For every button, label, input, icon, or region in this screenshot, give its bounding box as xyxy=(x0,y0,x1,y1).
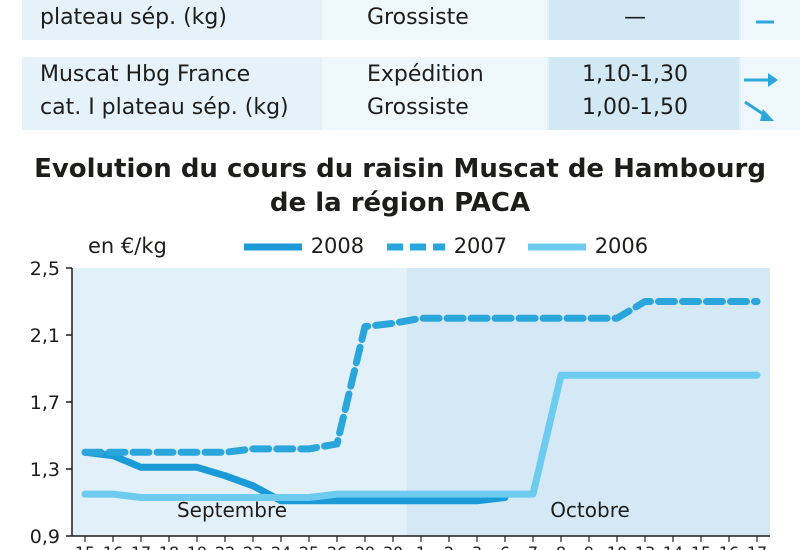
x-tick-label: 15 xyxy=(75,543,95,550)
x-tick-label: 3 xyxy=(472,543,482,550)
x-tick-label: 17 xyxy=(131,543,151,550)
legend-swatch-2007 xyxy=(387,243,445,251)
y-tick-label: 2,1 xyxy=(30,325,60,347)
x-tick-label: 24 xyxy=(271,543,291,550)
table-row xyxy=(22,0,800,40)
x-tick-label: 22 xyxy=(215,543,235,550)
x-tick-label: 17 xyxy=(747,543,767,550)
y-tick-label: 2,5 xyxy=(30,258,60,280)
x-tick-label: 16 xyxy=(103,543,123,550)
product-name: cat. I plateau sép. (kg) xyxy=(40,95,289,120)
table-cell-trend xyxy=(741,0,800,40)
market-stage: Grossiste xyxy=(367,95,469,120)
y-tick-label: 1,3 xyxy=(30,459,60,481)
table-cell-product xyxy=(22,0,320,40)
table-row xyxy=(22,57,800,130)
arrow-right-icon xyxy=(744,73,778,87)
series-line-2006 xyxy=(81,371,761,501)
y-tick-label: 1,7 xyxy=(30,392,60,414)
x-tick-label: 8 xyxy=(556,543,566,550)
month-label: Septembre xyxy=(177,498,287,522)
price-table: plateau sép. (kg) Grossiste — Muscat Hbg… xyxy=(0,0,800,133)
arrow-down-right-icon xyxy=(744,100,774,121)
x-tick-label: 16 xyxy=(719,543,739,550)
table-cell-stage xyxy=(322,0,547,40)
x-tick-label: 2 xyxy=(444,543,454,550)
legend-2006: 2006 xyxy=(528,234,648,258)
x-tick-label: 10 xyxy=(607,543,627,550)
x-tick-label: 26 xyxy=(327,543,347,550)
table-cell-stage xyxy=(322,57,547,130)
x-tick-label: 1 xyxy=(416,543,426,550)
market-stage: Grossiste xyxy=(367,5,469,30)
legend-label-2008: 2008 xyxy=(310,234,365,258)
x-tick-label: 18 xyxy=(159,543,179,550)
x-tick-label: 19 xyxy=(187,543,207,550)
product-name: plateau sép. (kg) xyxy=(40,5,227,30)
x-tick-label: 13 xyxy=(635,543,655,550)
y-axis-label: en €/kg xyxy=(88,234,167,258)
x-tick-label: 30 xyxy=(383,543,403,550)
month-label: Octobre xyxy=(550,498,630,522)
series-line-2007 xyxy=(81,298,761,456)
chart-title: Evolution du cours du raisin Muscat de H… xyxy=(0,152,800,220)
chart-title-line1: Evolution du cours du raisin Muscat de H… xyxy=(34,154,766,184)
x-tick-label: 25 xyxy=(299,543,319,550)
price-value: 1,00-1,50 xyxy=(582,95,688,120)
legend-label-2007: 2007 xyxy=(453,234,508,258)
legend-swatch-2008 xyxy=(244,243,302,251)
x-tick-label: 15 xyxy=(691,543,711,550)
table-cell-product xyxy=(22,57,320,130)
table-cell-price xyxy=(549,0,739,40)
legend-swatch-2006 xyxy=(528,243,586,251)
x-tick-label: 14 xyxy=(663,543,683,550)
market-stage: Expédition xyxy=(367,62,484,87)
dash-icon xyxy=(756,20,774,24)
x-tick-label: 23 xyxy=(243,543,263,550)
y-tick-label: 0,9 xyxy=(30,526,60,548)
product-name: Muscat Hbg France xyxy=(40,62,251,87)
x-tick-label: 9 xyxy=(584,543,594,550)
chart-title-line2: de la région PACA xyxy=(269,188,531,218)
x-tick-label: 7 xyxy=(528,543,538,550)
price-value: 1,10-1,30 xyxy=(582,62,688,87)
table-cell-price xyxy=(549,57,739,130)
x-tick-label: 29 xyxy=(355,543,375,550)
price-value: — xyxy=(624,5,646,30)
legend-2008: 2008 xyxy=(244,234,364,258)
x-tick-label: 6 xyxy=(500,543,510,550)
legend-label-2006: 2006 xyxy=(594,234,649,258)
legend-2007: 2007 xyxy=(387,234,507,258)
